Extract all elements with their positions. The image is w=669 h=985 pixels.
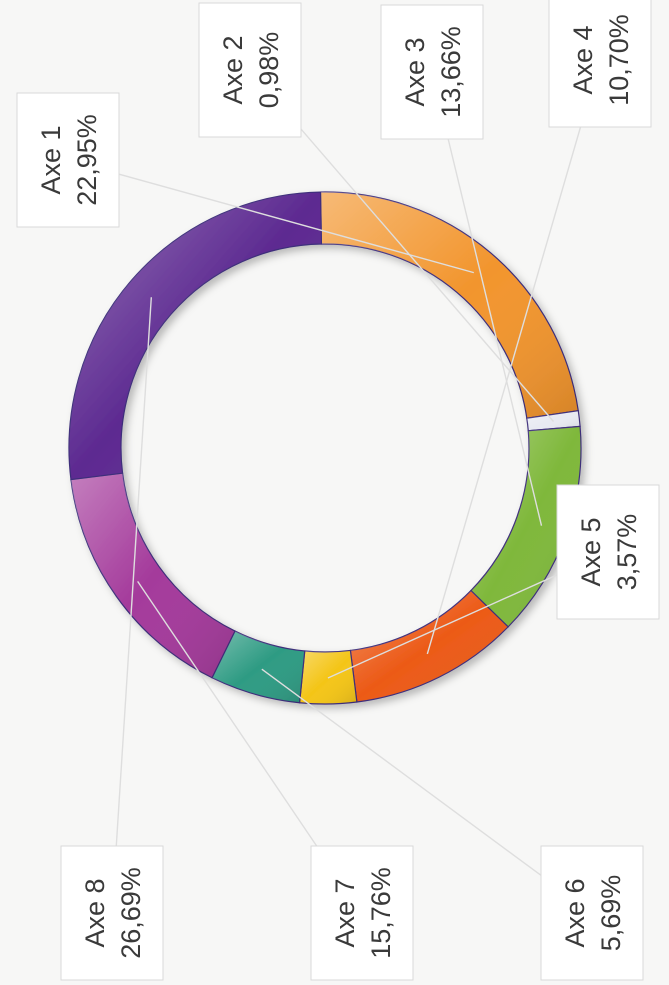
slice-name: Axe 3: [400, 37, 430, 106]
leader-line-7: [137, 581, 318, 847]
slice-value: 5,69%: [596, 875, 626, 952]
slice-labels: Axe 1 22,95% Axe 2 0,98% Axe 3 13,66% Axe 4 10,…: [16, 0, 660, 981]
slice-label-7: Axe 7 15,76%: [310, 845, 414, 981]
slice-name: Axe 6: [560, 878, 590, 947]
label-box: [540, 845, 644, 981]
slice-label-5: Axe 5 3,57%: [556, 484, 660, 620]
label-box: [198, 2, 302, 138]
slice-3-gloss: [470, 426, 581, 627]
slice-value: 13,66%: [436, 26, 466, 118]
slice-value: 3,57%: [612, 514, 642, 591]
leader-line-2: [300, 128, 554, 422]
leader-line-8: [115, 297, 153, 847]
slice-name: Axe 1: [36, 125, 66, 194]
slice-name: Axe 4: [568, 25, 598, 94]
slice-label-8: Axe 8 26,69%: [60, 845, 164, 981]
leader-line-4: [426, 126, 582, 655]
slice-1-gloss: [320, 192, 579, 419]
slice-6-gloss: [212, 631, 305, 703]
label-box: [310, 845, 414, 981]
label-box: [556, 484, 660, 620]
slice-value: 22,95%: [72, 114, 102, 206]
slice-label-4: Axe 4 10,70%: [548, 0, 652, 128]
label-box: [60, 845, 164, 981]
slice-8-gloss: [69, 192, 322, 480]
slice-label-3: Axe 3 13,66%: [380, 4, 484, 140]
label-box: [16, 92, 120, 228]
leader-line-5: [327, 574, 558, 679]
slice-name: Axe 5: [576, 517, 606, 586]
slice-7-gloss: [70, 473, 235, 678]
slice-value: 15,76%: [366, 867, 396, 959]
slice-value: 0,98%: [254, 32, 284, 109]
slice-name: Axe 2: [218, 35, 248, 104]
leader-line-3: [447, 138, 543, 526]
slice-label-2: Axe 2 0,98%: [198, 2, 302, 138]
slice-name: Axe 7: [330, 878, 360, 947]
slice-label-1: Axe 1 22,95%: [16, 92, 120, 228]
leader-lines: [115, 126, 582, 876]
label-box: [380, 4, 484, 140]
slice-label-6: Axe 6 5,69%: [540, 845, 644, 981]
donut-ring: [68, 191, 582, 705]
leader-line-6: [261, 668, 542, 876]
slice-value: 26,69%: [116, 867, 146, 959]
label-box: [548, 0, 652, 128]
leader-line-1: [118, 173, 474, 274]
slice-value: 10,70%: [604, 14, 634, 106]
slice-name: Axe 8: [80, 878, 110, 947]
